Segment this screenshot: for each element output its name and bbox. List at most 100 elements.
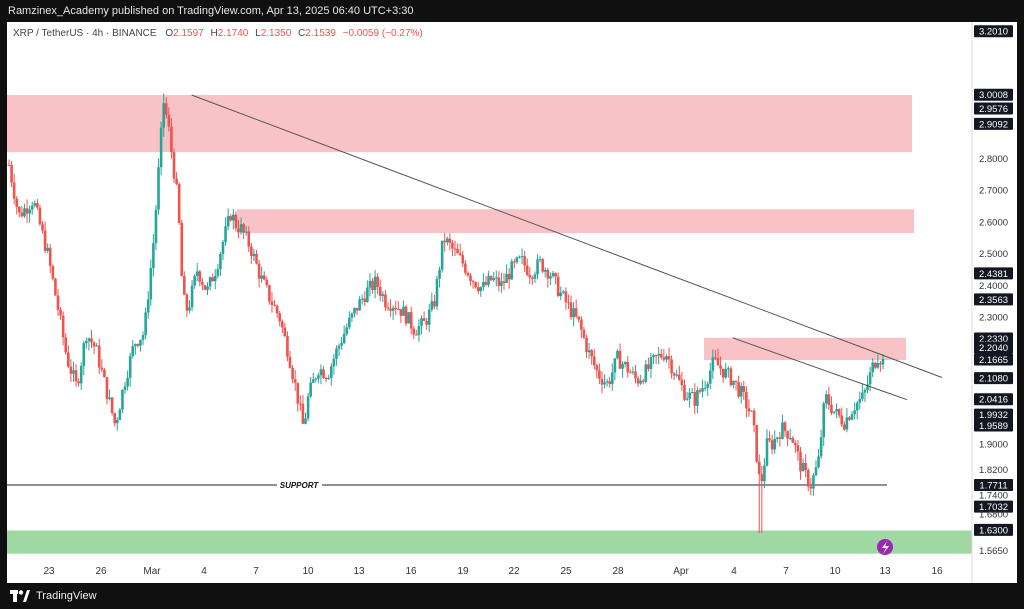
candle-body	[229, 216, 233, 221]
candle-body	[487, 275, 490, 285]
candle-body	[451, 242, 454, 249]
candle-body	[322, 369, 325, 379]
candle-body	[118, 409, 122, 420]
candle-body	[559, 292, 563, 297]
candle-body	[234, 214, 238, 229]
candle-body	[747, 408, 751, 412]
candle-body	[641, 380, 645, 382]
price-tag-text: 2.2040	[979, 343, 1008, 354]
price-tag-text: 1.7032	[979, 502, 1008, 513]
candle-body	[265, 279, 269, 286]
candle-body	[296, 382, 300, 404]
candle-body	[314, 378, 318, 380]
candle-body	[399, 309, 403, 316]
price-tag-text: 2.1080	[979, 374, 1008, 385]
candle-body	[523, 256, 526, 266]
candle-body	[773, 438, 777, 450]
candle-body	[768, 438, 771, 441]
price-tag-text: 2.9092	[979, 119, 1008, 130]
candle-body	[817, 456, 820, 468]
candle-body	[760, 474, 764, 482]
candle-body	[469, 275, 472, 281]
candle-body	[358, 299, 361, 311]
candle-body	[237, 228, 240, 233]
candle-body	[685, 398, 689, 400]
candle-body	[345, 327, 349, 334]
candle-body	[280, 321, 284, 328]
candle-body	[126, 377, 129, 387]
candle-body	[551, 273, 555, 277]
candle-body	[213, 275, 217, 282]
candle-body	[74, 370, 78, 382]
candle-body	[208, 277, 212, 287]
candle-body	[613, 358, 617, 373]
candle-body	[115, 419, 119, 424]
candle-body	[20, 212, 24, 217]
candlestick-chart[interactable]: SUPPORT 3.2010 3.0008 2.9576 2.9092 2.8000 2.…	[7, 22, 1017, 583]
candle-body	[188, 307, 191, 311]
candle-body	[659, 353, 663, 358]
price-tick-label: 2.8000	[979, 154, 1008, 165]
candle-body	[440, 240, 444, 270]
candle-body	[95, 345, 98, 347]
candle-body	[48, 247, 52, 266]
candle-body	[201, 281, 204, 286]
candle-body	[131, 346, 135, 357]
time-tick-label: 4	[731, 566, 737, 577]
candle-body	[665, 356, 668, 360]
price-tag-box	[974, 419, 1013, 432]
price-tag-box	[974, 88, 1013, 101]
candle-body	[247, 231, 251, 247]
candle-body	[533, 274, 537, 279]
candle-body	[10, 164, 13, 183]
candle-body	[128, 356, 132, 378]
candle-body	[453, 248, 457, 250]
candle-body	[794, 442, 797, 446]
change-value: −0.0059 (−0.27%)	[343, 28, 423, 39]
candle-body	[167, 114, 171, 127]
bolt-icon[interactable]	[877, 539, 893, 555]
candle-body	[404, 306, 408, 324]
candle-body	[66, 352, 70, 367]
tradingview-logo-icon	[10, 590, 30, 602]
candle-body	[502, 281, 506, 284]
candle-body	[154, 209, 158, 244]
candle-body	[618, 350, 622, 369]
candle-body	[443, 240, 447, 243]
candle-body	[719, 365, 722, 369]
candle-body	[170, 126, 173, 152]
candle-body	[809, 486, 813, 489]
candle-body	[701, 387, 704, 392]
candle-body	[837, 409, 841, 416]
time-tick-label: 25	[560, 566, 572, 577]
candle-body	[706, 383, 709, 388]
candle-body	[324, 378, 328, 380]
candle-body	[368, 280, 372, 288]
candle-body	[562, 291, 565, 293]
symbol-name: XRP / TetherUS · 4h · BINANCE	[13, 28, 157, 39]
candle-body	[871, 362, 874, 373]
candle-body	[309, 382, 312, 397]
chart-panel[interactable]: SUPPORT 3.2010 3.0008 2.9576 2.9092 2.8000 2.…	[7, 22, 1017, 583]
price-tag-text: 2.2330	[979, 334, 1008, 345]
candle-body	[461, 255, 465, 264]
candle-body	[211, 277, 214, 282]
price-tag-box	[974, 372, 1013, 385]
candle-body	[386, 307, 390, 309]
candle-body	[221, 241, 225, 254]
candle-body	[489, 275, 493, 281]
candle-body	[286, 336, 289, 357]
trendlines-layer	[191, 94, 943, 401]
price-tick-label: 2.6000	[979, 217, 1008, 228]
price-tag-box	[974, 293, 1013, 306]
trendline-1	[191, 94, 943, 378]
candle-body	[724, 368, 728, 378]
candle-body	[177, 183, 181, 223]
candle-body	[121, 389, 124, 410]
price-tag-text: 2.9576	[979, 104, 1008, 115]
candle-body	[250, 246, 253, 257]
candle-body	[621, 364, 624, 369]
candle-body	[232, 214, 235, 221]
candle-body	[172, 151, 176, 179]
candle-body	[657, 353, 660, 356]
